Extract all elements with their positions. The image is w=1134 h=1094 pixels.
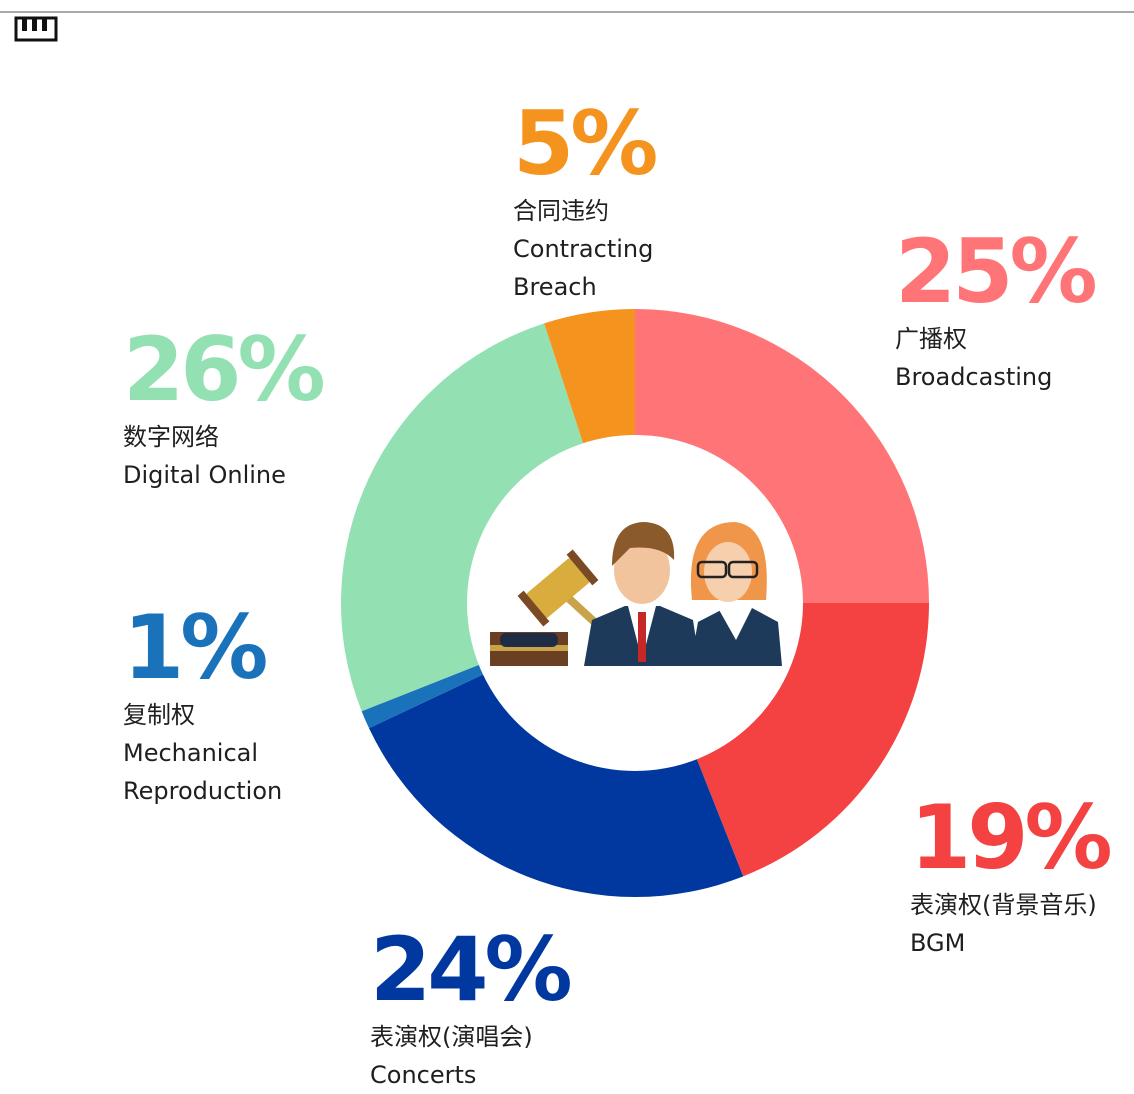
donut-segment [544, 309, 635, 444]
donut-segment [361, 664, 483, 729]
category-en: Broadcasting [895, 363, 1053, 391]
value-label: 19% [910, 786, 1113, 889]
value-label: 26% [123, 318, 326, 421]
donut-segment [696, 603, 929, 877]
category-en: Digital Online [123, 461, 286, 489]
value-label: 25% [895, 220, 1098, 323]
segment-label: 24% 表演权(演唱会) Concerts [370, 918, 573, 1094]
category-zh: 广播权 [895, 325, 967, 353]
segment-label: 26% 数字网络 Digital Online [123, 318, 326, 494]
category-en: Contracting Breach [513, 235, 654, 301]
category-zh: 数字网络 [123, 423, 219, 451]
category-en: Mechanical Reproduction [123, 739, 283, 805]
category-zh: 复制权 [123, 701, 195, 729]
donut-segment [635, 309, 929, 603]
category-zh: 表演权(背景音乐) [910, 891, 1097, 919]
segment-label: 25% 广播权 Broadcasting [895, 220, 1098, 396]
center-illustration [490, 522, 782, 666]
category-zh: 合同违约 [513, 197, 609, 225]
category-en: Concerts [370, 1061, 477, 1089]
piano-icon [14, 16, 58, 42]
value-label: 24% [370, 918, 573, 1021]
donut-segment [368, 674, 744, 897]
donut-segment [340, 323, 584, 712]
value-label: 5% [513, 92, 658, 195]
donut [340, 309, 929, 897]
segment-label: 5% 合同违约 Contracting Breach [513, 96, 713, 306]
segment-label: 1% 复制权 Mechanical Reproduction [123, 600, 323, 810]
category-zh: 表演权(演唱会) [370, 1023, 533, 1051]
segment-label: 19% 表演权(背景音乐) BGM [910, 786, 1113, 962]
category-en: BGM [910, 929, 966, 957]
value-label: 1% [123, 596, 268, 699]
